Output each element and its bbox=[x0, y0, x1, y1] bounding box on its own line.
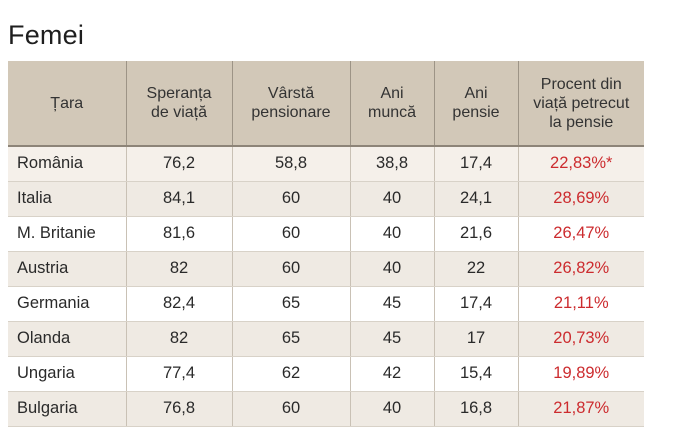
cell-percent-retired: 26,82% bbox=[517, 251, 644, 287]
cell-life-expectancy: 76,2 bbox=[125, 146, 232, 182]
cell-retirement-age: 62 bbox=[231, 356, 350, 392]
header-line: viață petrecut bbox=[533, 94, 630, 112]
table-row: Italia 84,1 60 40 24,1 28,69% bbox=[8, 181, 644, 217]
table-row: M. Britanie 81,6 60 40 21,6 26,47% bbox=[8, 216, 644, 252]
cell-country: Ungaria bbox=[8, 356, 126, 392]
cell-life-expectancy: 77,4 bbox=[125, 356, 232, 392]
cell-retirement-age: 65 bbox=[231, 321, 350, 357]
table-row: Bulgaria 76,8 60 40 16,8 21,87% bbox=[8, 391, 644, 427]
cell-percent-retired: 20,73% bbox=[517, 321, 644, 357]
cell-pension-years: 16,8 bbox=[433, 391, 518, 427]
cell-retirement-age: 60 bbox=[231, 391, 350, 427]
header-work-years: Ani muncă bbox=[349, 61, 434, 147]
cell-pension-years: 17 bbox=[433, 321, 518, 357]
cell-retirement-age: 60 bbox=[231, 181, 350, 217]
header-pension-years: Ani pensie bbox=[433, 61, 518, 147]
cell-percent-retired: 21,11% bbox=[517, 286, 644, 322]
cell-country: Bulgaria bbox=[8, 391, 126, 427]
cell-work-years: 45 bbox=[349, 321, 434, 357]
cell-retirement-age: 58,8 bbox=[231, 146, 350, 182]
cell-percent-retired: 19,89% bbox=[517, 356, 644, 392]
cell-pension-years: 22 bbox=[433, 251, 518, 287]
cell-percent-retired: 21,87% bbox=[517, 391, 644, 427]
cell-work-years: 42 bbox=[349, 356, 434, 392]
cell-work-years: 45 bbox=[349, 286, 434, 322]
cell-pension-years: 17,4 bbox=[433, 146, 518, 182]
cell-pension-years: 17,4 bbox=[433, 286, 518, 322]
cell-country: Olanda bbox=[8, 321, 126, 357]
data-table: Țara Speranța de viață Vârstă pensionare Ani m… bbox=[8, 61, 644, 427]
table-title: Femei bbox=[8, 20, 85, 50]
cell-country: Austria bbox=[8, 251, 126, 287]
header-percent-retired: Procent din viață petrecut la pensie bbox=[517, 61, 644, 147]
header-line: Vârstă bbox=[267, 85, 315, 102]
table-row: Austria 82 60 40 22 26,82% bbox=[8, 251, 644, 287]
table-row: Olanda 82 65 45 17 20,73% bbox=[8, 321, 644, 357]
table-row: Germania 82,4 65 45 17,4 21,11% bbox=[8, 286, 644, 322]
table-row: România 76,2 58,8 38,8 17,4 22,83%* bbox=[8, 146, 644, 182]
cell-work-years: 40 bbox=[349, 216, 434, 252]
table-row: Ungaria 77,4 62 42 15,4 19,89% bbox=[8, 356, 644, 392]
header-line: Țara bbox=[50, 94, 84, 112]
cell-pension-years: 15,4 bbox=[433, 356, 518, 392]
header-line: Ani bbox=[380, 85, 404, 102]
header-line: pensionare bbox=[251, 104, 331, 121]
cell-work-years: 40 bbox=[349, 391, 434, 427]
cell-life-expectancy: 82 bbox=[125, 321, 232, 357]
cell-life-expectancy: 81,6 bbox=[125, 216, 232, 252]
header-line: de viață bbox=[150, 104, 208, 121]
header-line: la pensie bbox=[549, 113, 614, 131]
cell-pension-years: 21,6 bbox=[433, 216, 518, 252]
header-row: Țara Speranța de viață Vârstă pensionare Ani m… bbox=[8, 61, 644, 147]
cell-work-years: 40 bbox=[349, 181, 434, 217]
cell-pension-years: 24,1 bbox=[433, 181, 518, 217]
cell-retirement-age: 60 bbox=[231, 216, 350, 252]
header-life-expectancy: Speranța de viață bbox=[125, 61, 232, 147]
cell-country: M. Britanie bbox=[8, 216, 126, 252]
cell-work-years: 40 bbox=[349, 251, 434, 287]
cell-work-years: 38,8 bbox=[349, 146, 434, 182]
cell-retirement-age: 60 bbox=[231, 251, 350, 287]
cell-country: Italia bbox=[8, 181, 126, 217]
cell-life-expectancy: 82,4 bbox=[125, 286, 232, 322]
header-retirement-age: Vârstă pensionare bbox=[231, 61, 350, 147]
header-country: Țara bbox=[8, 61, 126, 147]
cell-life-expectancy: 82 bbox=[125, 251, 232, 287]
header-line: pensie bbox=[452, 104, 500, 121]
cell-retirement-age: 65 bbox=[231, 286, 350, 322]
cell-country: Germania bbox=[8, 286, 126, 322]
cell-life-expectancy: 76,8 bbox=[125, 391, 232, 427]
cell-life-expectancy: 84,1 bbox=[125, 181, 232, 217]
header-line: muncă bbox=[367, 104, 417, 121]
cell-country: România bbox=[8, 146, 126, 182]
header-line: Ani bbox=[464, 85, 488, 102]
header-line: Procent din bbox=[540, 75, 622, 93]
cell-percent-retired: 28,69% bbox=[517, 181, 644, 217]
header-line: Speranța bbox=[146, 85, 212, 102]
cell-percent-retired: 22,83%* bbox=[517, 146, 644, 182]
cell-percent-retired: 26,47% bbox=[517, 216, 644, 252]
